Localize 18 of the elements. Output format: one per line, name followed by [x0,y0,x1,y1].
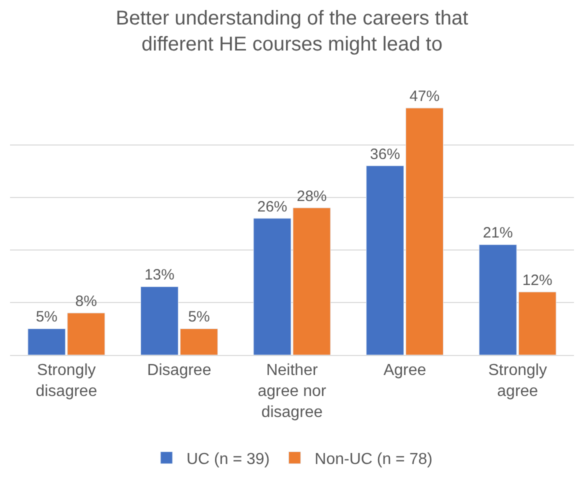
chart-title: Better understanding of the careers that different HE courses might lead to [116,7,469,56]
data-label: 36% [370,146,400,163]
data-label: 5% [36,308,58,326]
legend-label: Non-UC (n = 78) [314,450,432,468]
data-label: 28% [296,188,327,205]
data-label: 12% [522,272,552,289]
data-label: 26% [257,198,288,216]
data-label: 8% [75,292,97,310]
x-tick-label: Strongly agree [488,362,547,400]
data-label: 13% [144,266,174,284]
x-tick-label: Agree [383,362,426,380]
x-tick-label: Disagree [147,362,212,380]
data-label: 5% [188,308,210,326]
legend-label: UC (n = 39) [186,450,270,468]
data-label: 47% [410,88,440,105]
x-tick-label: Strongly disagree [36,362,98,400]
data-label: 21% [482,224,513,242]
x-tick-label: Neither agree nor disagree [258,362,327,421]
